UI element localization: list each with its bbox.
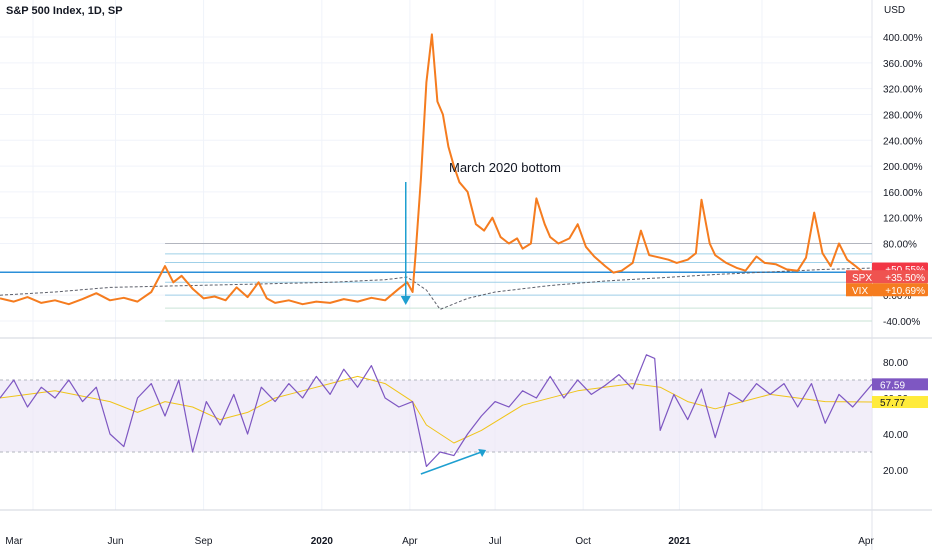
y-tick-label: 280.00% (883, 110, 923, 121)
badge-name: SPX (852, 273, 872, 284)
badge-rsi: 67.59 (872, 378, 928, 391)
y-tick-label: 80.00% (883, 240, 917, 251)
time-axis: Mar Jun Sep 2020 Apr Jul Oct 2021 Apr (5, 536, 874, 547)
y-tick-label: 360.00% (883, 59, 923, 70)
series-line-rsi (0, 354, 873, 467)
rsi-tick-label: 40.00 (883, 430, 908, 441)
badge-bg (872, 283, 928, 297)
y-tick-label: -40.00% (883, 317, 920, 328)
x-tick-label: Jul (489, 536, 502, 547)
badge-spx: +35.50% SPX (846, 270, 928, 284)
series-line-spx (0, 267, 873, 310)
badge-bg (872, 270, 928, 284)
rsi-band-fill (0, 380, 872, 452)
badge-value: 57.77 (880, 398, 905, 409)
x-tick-label: Jun (107, 536, 123, 547)
badge-value: 67.59 (880, 380, 905, 391)
y-tick-label: 240.00% (883, 136, 923, 147)
y-tick-label: 0.00% (883, 291, 911, 302)
annotation-label: March 2020 bottom (449, 160, 561, 175)
series-line-rsi-ma (0, 375, 873, 444)
y-tick-label: 160.00% (883, 188, 923, 199)
badge-name: VIX (852, 286, 868, 297)
badge-value: +35.50% (885, 273, 925, 284)
rsi-tick-label: 20.00 (883, 466, 908, 477)
x-tick-label: Sep (195, 536, 213, 547)
x-tick-label: Apr (402, 536, 418, 547)
retracement-lines (0, 243, 872, 322)
y-tick-label: 120.00% (883, 214, 923, 225)
badge-vix: +10.69% VIX (846, 283, 928, 297)
chart-title: S&P 500 Index, 1D, SP (6, 5, 123, 17)
y-tick-label: 320.00% (883, 85, 923, 96)
annotation-march-2020: March 2020 bottom (400, 160, 561, 305)
currency-label: USD (884, 5, 906, 16)
x-tick-label: 2021 (668, 536, 691, 547)
badge-bg (872, 396, 928, 409)
badge-name-bg (846, 283, 872, 297)
badge-name-bg (846, 270, 872, 284)
price-axis: 400.00% 360.00% 320.00% 280.00% 240.00% 200.0… (883, 33, 923, 328)
annotation-arrow-head (400, 296, 411, 305)
x-tick-label: Apr (858, 536, 874, 547)
rsi-trendline-head (478, 449, 487, 457)
rsi-trendline (420, 450, 485, 475)
y-tick-label: 400.00% (883, 33, 923, 44)
x-tick-label: Mar (5, 536, 23, 547)
x-tick-label: 2020 (311, 536, 334, 547)
badge-bg (872, 378, 928, 391)
x-tick-label: Oct (575, 536, 591, 547)
series-line-vix (0, 33, 873, 306)
rsi-tick-label: 80.00 (883, 358, 908, 369)
badge-value: +10.69% (885, 286, 925, 297)
badge-rsi-ma: 57.77 (872, 396, 928, 409)
y-tick-label: 200.00% (883, 162, 923, 173)
